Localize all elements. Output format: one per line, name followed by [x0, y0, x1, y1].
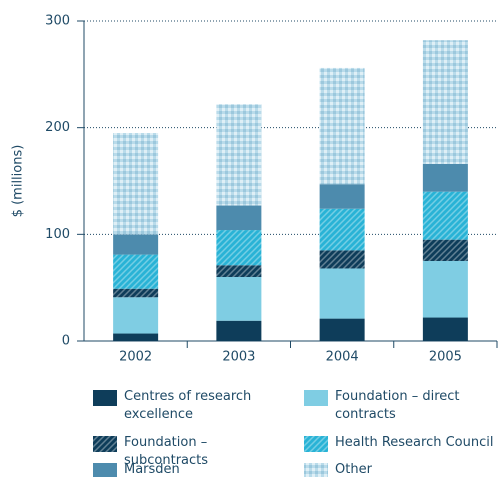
bar-segment	[216, 320, 262, 341]
x-tick-label: 2004	[326, 350, 359, 365]
bar-segment	[216, 205, 262, 231]
legend-label: Foundation – subcontracts	[124, 435, 209, 468]
legend-swatch	[304, 463, 328, 477]
bar-segment	[216, 277, 262, 321]
legend-label: Other	[335, 462, 372, 477]
bar-segment	[113, 288, 159, 298]
legend-label: Marsden	[124, 462, 180, 477]
bar-segment	[113, 333, 159, 341]
bar-segment	[216, 265, 262, 277]
bar-segment	[422, 317, 468, 341]
legend-label: Health Research Council	[335, 435, 494, 450]
bar-segment	[422, 191, 468, 240]
bar-segment	[319, 208, 365, 251]
y-tick-label: 300	[45, 14, 70, 29]
bar-segment	[113, 234, 159, 255]
bar-segment	[422, 40, 468, 164]
legend-label: Foundation – direct contracts	[335, 389, 460, 422]
bar-segment	[422, 239, 468, 261]
x-tick-label: 2005	[429, 350, 462, 365]
bar-segment	[216, 104, 262, 206]
y-tick-label: 200	[45, 120, 70, 135]
bar-segment	[319, 67, 365, 185]
y-tick-label: 100	[45, 227, 70, 242]
x-tick-label: 2002	[119, 350, 152, 365]
legend-swatch	[304, 436, 328, 452]
y-tick-label: 0	[62, 334, 70, 349]
legend-label: Centres of research excellence	[124, 389, 252, 422]
bar-segment	[113, 254, 159, 289]
bar-segment	[113, 297, 159, 334]
x-tick-label: 2003	[222, 350, 255, 365]
legend-swatch	[304, 390, 328, 406]
legend-swatch	[93, 463, 117, 477]
y-axis-label: $ (millions)	[11, 145, 26, 218]
bar-segment	[422, 261, 468, 318]
bar-segment	[113, 133, 159, 235]
bar-segment	[319, 184, 365, 209]
legend-swatch	[93, 390, 117, 406]
bar-segment	[319, 318, 365, 341]
bar-segment	[216, 230, 262, 266]
legend-swatch	[93, 436, 117, 452]
bar-segment	[422, 163, 468, 192]
bar-segment	[319, 250, 365, 269]
bar-segment	[319, 268, 365, 319]
